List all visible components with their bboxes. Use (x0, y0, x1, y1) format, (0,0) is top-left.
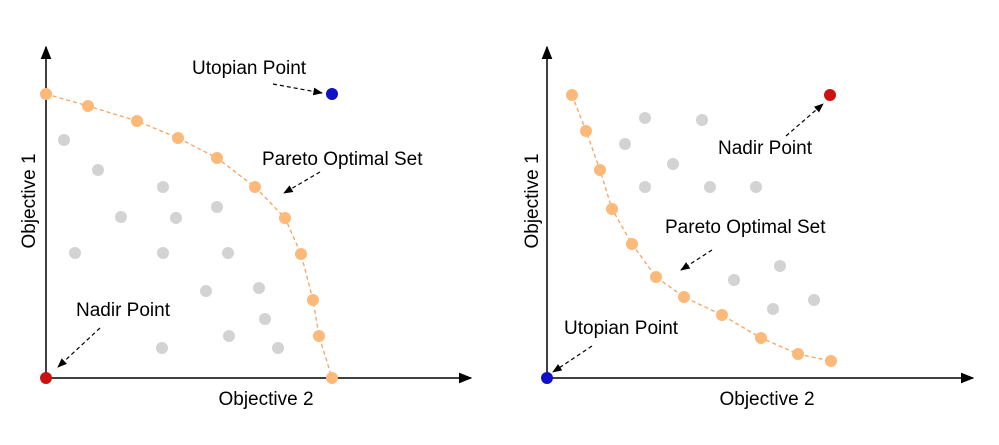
pareto-point (313, 330, 325, 342)
dominated-point (58, 134, 70, 146)
pareto-point (792, 348, 804, 360)
dominated-point (808, 294, 820, 306)
left-panel: Objective 1 Objective 2 (19, 45, 473, 410)
dominated-point (223, 330, 235, 342)
left-pareto-arrow (283, 171, 321, 194)
dominated-point (639, 112, 651, 124)
pareto-point (307, 294, 319, 306)
pareto-point (606, 203, 618, 215)
left-pareto-points (40, 88, 338, 384)
dominated-point (728, 274, 740, 286)
right-nadir-label: Nadir Point (718, 138, 813, 159)
pareto-point (716, 309, 728, 321)
left-utopian-label: Utopian Point (192, 58, 307, 79)
right-x-axis-label: Objective 2 (719, 389, 814, 410)
left-utopian-point (326, 88, 338, 100)
dominated-point (157, 181, 169, 193)
right-pareto-label: Pareto Optimal Set (665, 217, 826, 238)
dominated-point (750, 181, 762, 193)
left-nadir-arrow (57, 327, 101, 368)
dominated-point (767, 303, 779, 315)
left-nadir-point (40, 372, 52, 384)
right-panel: Objective 1 Objective 2 (522, 45, 975, 410)
right-nadir-arrow (785, 103, 824, 137)
pareto-point (279, 212, 291, 224)
right-utopian-arrow (552, 345, 593, 373)
dominated-point (222, 247, 234, 259)
left-pareto-front-line (45, 93, 333, 379)
left-pareto-label: Pareto Optimal Set (262, 149, 423, 170)
dominated-point (259, 313, 271, 325)
dominated-point (92, 164, 104, 176)
dominated-point (667, 158, 679, 170)
pareto-point (566, 89, 578, 101)
left-utopian-arrow (272, 83, 323, 96)
pareto-point (172, 132, 184, 144)
left-y-axis-label: Objective 1 (19, 153, 40, 248)
dominated-point (200, 285, 212, 297)
dominated-point (170, 212, 182, 224)
dominated-point (704, 181, 716, 193)
dominated-point (272, 342, 284, 354)
pareto-point (40, 88, 52, 100)
dominated-point (696, 114, 708, 126)
pareto-point (594, 164, 606, 176)
dominated-point (639, 181, 651, 193)
right-utopian-label: Utopian Point (564, 318, 679, 339)
right-nadir-point (824, 89, 836, 101)
pareto-point (326, 372, 338, 384)
pareto-point (249, 181, 261, 193)
pareto-point (211, 152, 223, 164)
right-pareto-arrow (680, 249, 713, 271)
pareto-point (678, 291, 690, 303)
right-pareto-points (566, 89, 837, 367)
dominated-point (157, 247, 169, 259)
pareto-point (295, 248, 307, 260)
dominated-point (69, 247, 81, 259)
pareto-point (131, 115, 143, 127)
pareto-point (755, 332, 767, 344)
dominated-point (211, 201, 223, 213)
pareto-point (580, 125, 592, 137)
dominated-point (115, 211, 127, 223)
pareto-point (825, 355, 837, 367)
dominated-point (156, 342, 168, 354)
pareto-point (650, 271, 662, 283)
right-y-axis-label: Objective 1 (522, 153, 543, 248)
right-pareto-front-line (571, 94, 832, 362)
right-utopian-point (541, 372, 553, 384)
pareto-point (626, 238, 638, 250)
dominated-point (619, 138, 631, 150)
right-dominated-points (619, 112, 820, 315)
pareto-point (82, 100, 94, 112)
left-nadir-label: Nadir Point (76, 300, 171, 321)
left-x-axis-label: Objective 2 (218, 389, 313, 410)
dominated-point (774, 260, 786, 272)
left-dominated-points (58, 134, 284, 354)
dominated-point (253, 282, 265, 294)
